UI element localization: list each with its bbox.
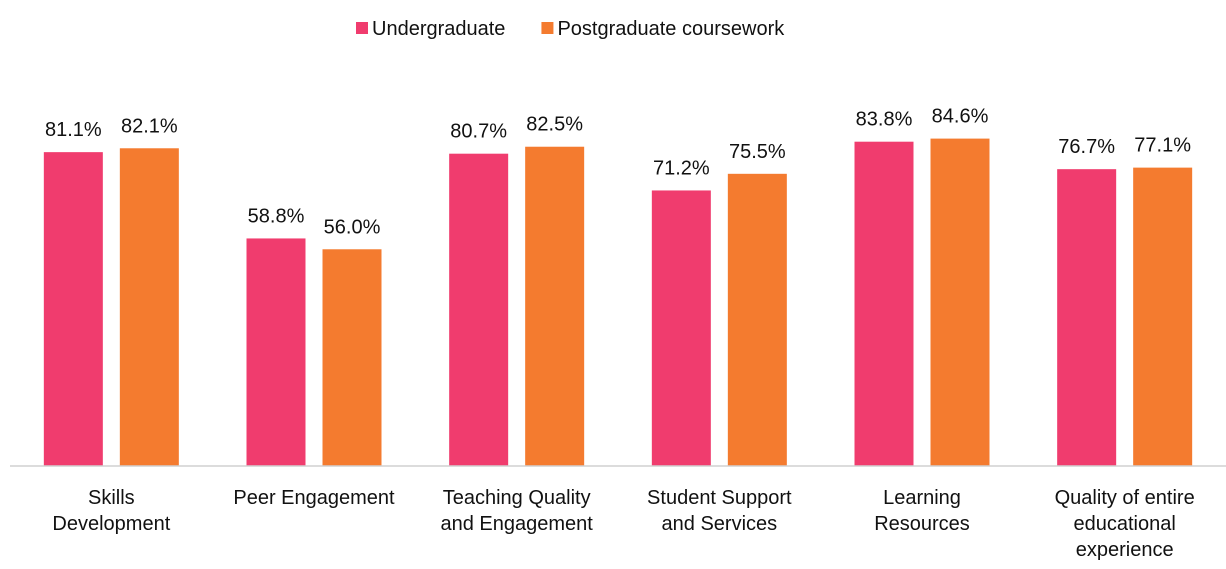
bar: [525, 146, 585, 466]
x-tick-label: Teaching Quality and Engagement: [440, 487, 593, 535]
x-tick-label: Skills Development: [52, 487, 170, 535]
bar: [322, 249, 382, 466]
bar: [651, 190, 711, 466]
data-label: 58.8%: [248, 205, 305, 227]
data-label: 75.5%: [729, 141, 786, 163]
legend-swatch: [356, 22, 368, 34]
bar: [1133, 167, 1193, 467]
data-label: 83.8%: [856, 109, 913, 131]
x-tick-label-line: Teaching Quality: [443, 487, 591, 509]
x-tick-label: Learning Resources: [874, 487, 970, 535]
x-tick-label-line: Learning: [883, 487, 961, 509]
x-tick-label-line: educational: [1074, 513, 1176, 535]
x-tick-label-line: Development: [52, 513, 170, 535]
bar: [1057, 169, 1117, 466]
legend: Undergraduate Postgraduate coursework: [356, 18, 785, 40]
data-label: 82.1%: [121, 115, 178, 137]
legend-swatch: [541, 22, 554, 34]
x-tick-label: Peer Engagement: [233, 487, 395, 509]
x-tick-label-line: Skills: [88, 487, 135, 509]
x-tick-label: Student Support and Services: [647, 487, 792, 535]
data-label: 76.7%: [1058, 136, 1115, 158]
bar: [727, 173, 787, 466]
bar: [930, 138, 990, 466]
bar: [854, 141, 914, 466]
bar: [119, 148, 179, 466]
data-label: 84.6%: [932, 106, 989, 128]
data-label: 71.2%: [653, 157, 710, 179]
bar: [246, 238, 306, 466]
legend-label: Undergraduate: [372, 18, 505, 40]
x-tick-label-line: Student Support: [647, 487, 792, 509]
bar: [449, 153, 509, 467]
data-label: 81.1%: [45, 119, 102, 141]
data-label: 56.0%: [324, 216, 381, 238]
x-tick-label-line: Resources: [874, 513, 970, 535]
x-tick-label: Quality of entire educational experience: [1055, 487, 1195, 561]
bar: [43, 152, 103, 466]
x-tick-label-line: Quality of entire: [1055, 487, 1195, 509]
x-tick-label-line: experience: [1076, 539, 1174, 561]
legend-label: Postgraduate coursework: [557, 18, 785, 40]
x-tick-label-line: and Services: [662, 513, 778, 535]
data-label: 77.1%: [1134, 135, 1191, 157]
data-label: 80.7%: [450, 121, 507, 143]
x-tick-label-line: and Engagement: [440, 513, 593, 535]
data-label: 82.5%: [526, 114, 583, 136]
